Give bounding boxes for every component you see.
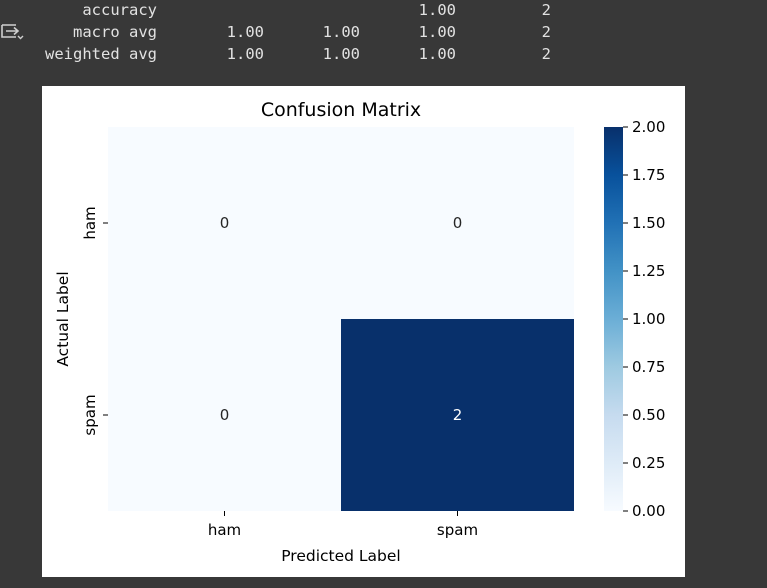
report-precision: 1.00	[226, 45, 264, 63]
x-tick-label: ham	[208, 521, 241, 539]
cell-annotation: 0	[220, 406, 230, 424]
output-arrow-icon[interactable]	[0, 20, 24, 42]
colorbar-tick-label: 2.00	[632, 118, 665, 136]
colorbar-tick-label: 1.25	[632, 262, 665, 280]
colorbar-tick-label: 1.50	[632, 214, 665, 232]
report-recall: 1.00	[322, 23, 360, 41]
y-axis-label: Actual Label	[54, 271, 72, 366]
chart-title: Confusion Matrix	[261, 99, 421, 121]
x-axis-label: Predicted Label	[281, 547, 401, 565]
heatmap-cell	[341, 127, 574, 319]
heatmap-cell	[108, 127, 341, 319]
colorbar-tick-label: 0.75	[632, 358, 665, 376]
report-recall: 1.00	[322, 45, 360, 63]
colorbar-tick-label: 0.50	[632, 406, 665, 424]
report-support: 2	[541, 1, 551, 19]
report-support: 2	[541, 45, 551, 63]
report-row-label: weighted avg	[45, 45, 157, 63]
heatmap-cell	[341, 319, 574, 511]
cell-annotation: 2	[453, 406, 463, 424]
x-tick-label: spam	[437, 521, 478, 539]
cell-annotation: 0	[220, 214, 230, 232]
colorbar-tick-label: 1.00	[632, 310, 665, 328]
report-f1: 1.00	[418, 23, 456, 41]
colorbar-tick-label: 1.75	[632, 166, 665, 184]
report-f1: 1.00	[418, 45, 456, 63]
y-tick-label: spam	[81, 394, 99, 435]
colorbar-tick-label: 0.25	[632, 454, 665, 472]
y-tick-label: ham	[81, 206, 99, 239]
colorbar	[604, 127, 623, 511]
confusion-matrix-chart: Confusion Matrix 0 0 0 2 ham spam Predicted Lab…	[54, 99, 665, 565]
report-precision: 1.00	[226, 23, 264, 41]
report-support: 2	[541, 23, 551, 41]
heatmap-cell	[108, 319, 341, 511]
classification-report: accuracy 1.00 2 macro avg 1.00 1.00 1.00…	[0, 0, 767, 70]
report-row-label: macro avg	[73, 23, 157, 41]
colorbar-tick-label: 0.00	[632, 502, 665, 520]
confusion-matrix-figure: Confusion Matrix 0 0 0 2 ham spam Predicted Lab…	[42, 86, 685, 577]
report-row-label: accuracy	[82, 1, 157, 19]
report-f1: 1.00	[418, 1, 456, 19]
cell-annotation: 0	[453, 214, 463, 232]
